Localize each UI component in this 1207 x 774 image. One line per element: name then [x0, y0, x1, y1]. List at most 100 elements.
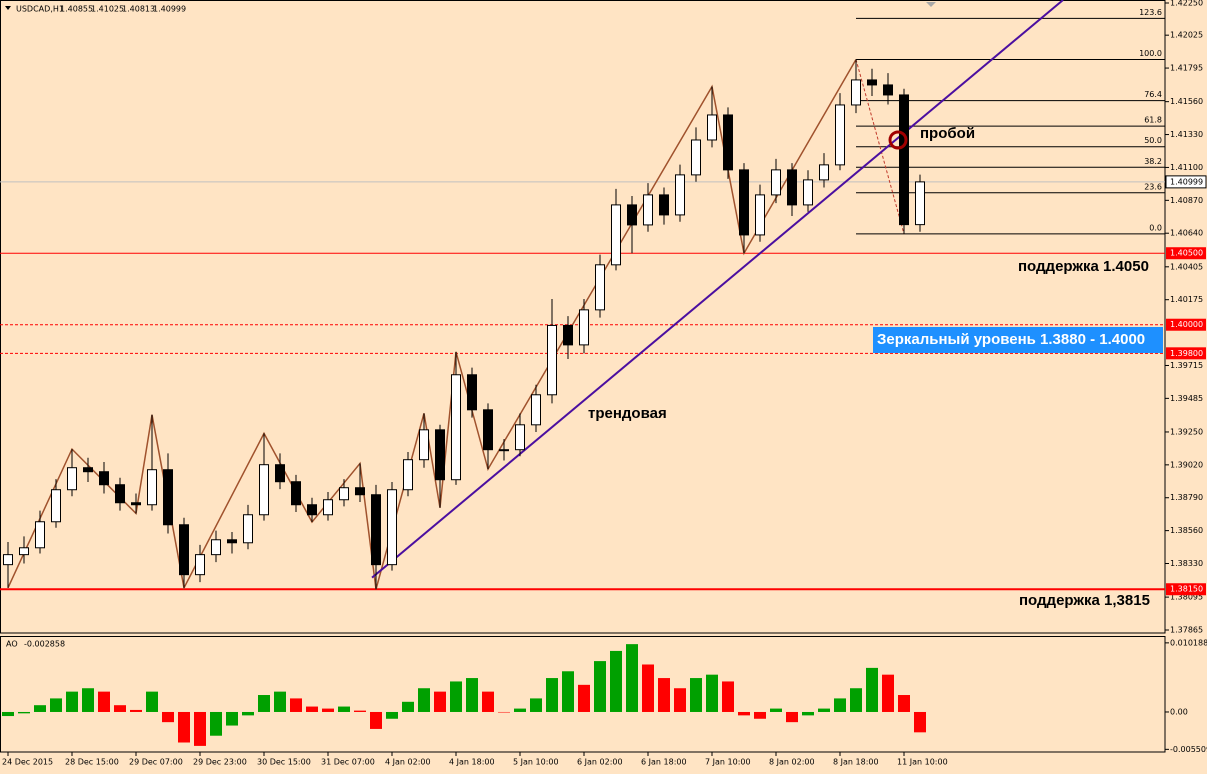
x-tick-label: 6 Jan 02:00 — [577, 758, 623, 767]
candle-body — [195, 554, 205, 576]
candle-body — [851, 79, 861, 106]
x-tick-label: 4 Jan 18:00 — [449, 758, 495, 767]
candle-body — [755, 194, 765, 236]
ao-bar — [194, 711, 206, 746]
ao-bar — [754, 711, 766, 719]
trend-line — [371, 0, 1064, 579]
header-open: 1.40855 — [60, 5, 93, 14]
candle-body — [275, 464, 285, 483]
y-tick-label: 1.40175 — [1170, 295, 1203, 304]
y-tick-label: 1.39020 — [1170, 460, 1203, 469]
ao-bar — [786, 711, 798, 723]
x-tick-label: 29 Dec 07:00 — [129, 758, 183, 767]
support-high-label: поддержка 1.4050 — [1018, 258, 1149, 275]
header: USDCAD,H1 1.40855 1.41025 1.40813 1.4099… — [5, 5, 186, 14]
ao-bar — [82, 688, 94, 712]
header-low: 1.40813 — [122, 5, 155, 14]
ao-bar — [178, 711, 190, 743]
ao-bar — [738, 711, 750, 716]
ao-bar — [722, 681, 734, 712]
level-label: 1.40500 — [1170, 249, 1203, 258]
ao-bar — [562, 671, 574, 712]
candle-body — [387, 489, 397, 566]
ao-bar — [114, 705, 126, 712]
ao-name: AO — [6, 640, 18, 649]
y-tick-label: 1.41795 — [1170, 64, 1203, 73]
x-tick-label: 8 Jan 18:00 — [833, 758, 879, 767]
candle-body — [355, 487, 365, 496]
fib-label: 100.0 — [1139, 49, 1162, 58]
ao-bar — [162, 711, 174, 723]
y-tick-label: 1.38560 — [1170, 526, 1203, 535]
ao-bar — [914, 711, 926, 733]
candle-body — [67, 467, 77, 491]
x-tick-label: 11 Jan 10:00 — [897, 758, 948, 767]
trend-label: трендовая — [588, 405, 667, 422]
x-tick-label: 24 Dec 2015 — [2, 758, 53, 767]
y-tick-label: 1.42025 — [1170, 31, 1203, 40]
candle-body — [147, 469, 157, 506]
y-tick-label: 1.41560 — [1170, 97, 1203, 106]
candle-body — [307, 504, 317, 516]
projection-line — [855, 59, 905, 235]
level-box — [1166, 318, 1206, 331]
candle-body — [611, 204, 621, 266]
fib-label: 123.6 — [1139, 8, 1162, 17]
x-tick-label: 6 Jan 18:00 — [641, 758, 687, 767]
ao-bar — [18, 711, 30, 714]
ao-bar — [466, 678, 478, 712]
level-label: 1.39800 — [1170, 349, 1203, 358]
candle-body — [691, 139, 701, 176]
candle-body — [483, 409, 493, 451]
header-close: 1.40999 — [153, 5, 186, 14]
ao-bar — [610, 650, 622, 712]
y-tick-label: 1.38790 — [1170, 493, 1203, 502]
ao-bar — [306, 706, 318, 712]
candle-body — [771, 169, 781, 196]
x-tick-label: 4 Jan 02:00 — [385, 758, 431, 767]
ao-bar — [802, 711, 814, 716]
y-tick-label: 1.38330 — [1170, 559, 1203, 568]
candle-body — [371, 494, 381, 566]
mirror-box — [873, 327, 1163, 353]
candle-body — [819, 164, 829, 181]
ao-bar — [354, 710, 366, 712]
ao-bar — [242, 711, 254, 716]
ao-tick-label: 0.00 — [1170, 707, 1188, 716]
y-tick-label: 1.40870 — [1170, 196, 1203, 205]
candle-body — [723, 114, 733, 171]
x-tick-label: 30 Dec 15:00 — [257, 758, 311, 767]
candle-body — [643, 194, 653, 226]
level-box — [1166, 247, 1206, 260]
candle-body — [291, 481, 301, 506]
x-tick-label: 29 Dec 23:00 — [193, 758, 247, 767]
ao-plot — [2, 644, 926, 746]
candle-body — [899, 94, 909, 226]
mirror-label: Зеркальный уровень 1.3880 - 1.4000 — [877, 331, 1145, 348]
ao-bar — [706, 674, 718, 712]
ao-bar — [866, 667, 878, 712]
ao-bar — [498, 711, 510, 713]
candle-body — [675, 174, 685, 216]
level-box — [1166, 583, 1206, 596]
level-label: 1.40000 — [1170, 320, 1203, 329]
ao-bar — [226, 711, 238, 726]
candle-body — [787, 169, 797, 206]
candle-body — [515, 424, 525, 451]
break-label: пробой — [920, 125, 975, 142]
candle-body — [19, 547, 29, 556]
ao-bar — [658, 678, 670, 712]
ao-bar — [418, 688, 430, 712]
ao-bar — [146, 691, 158, 712]
candle-body — [803, 179, 813, 206]
candle-body — [499, 449, 509, 452]
ao-bar — [50, 698, 62, 712]
candle-body — [115, 484, 125, 504]
ao-bar — [594, 661, 606, 712]
candle-body — [531, 394, 541, 426]
candle-body — [739, 169, 749, 236]
x-tick-label: 8 Jan 02:00 — [769, 758, 815, 767]
